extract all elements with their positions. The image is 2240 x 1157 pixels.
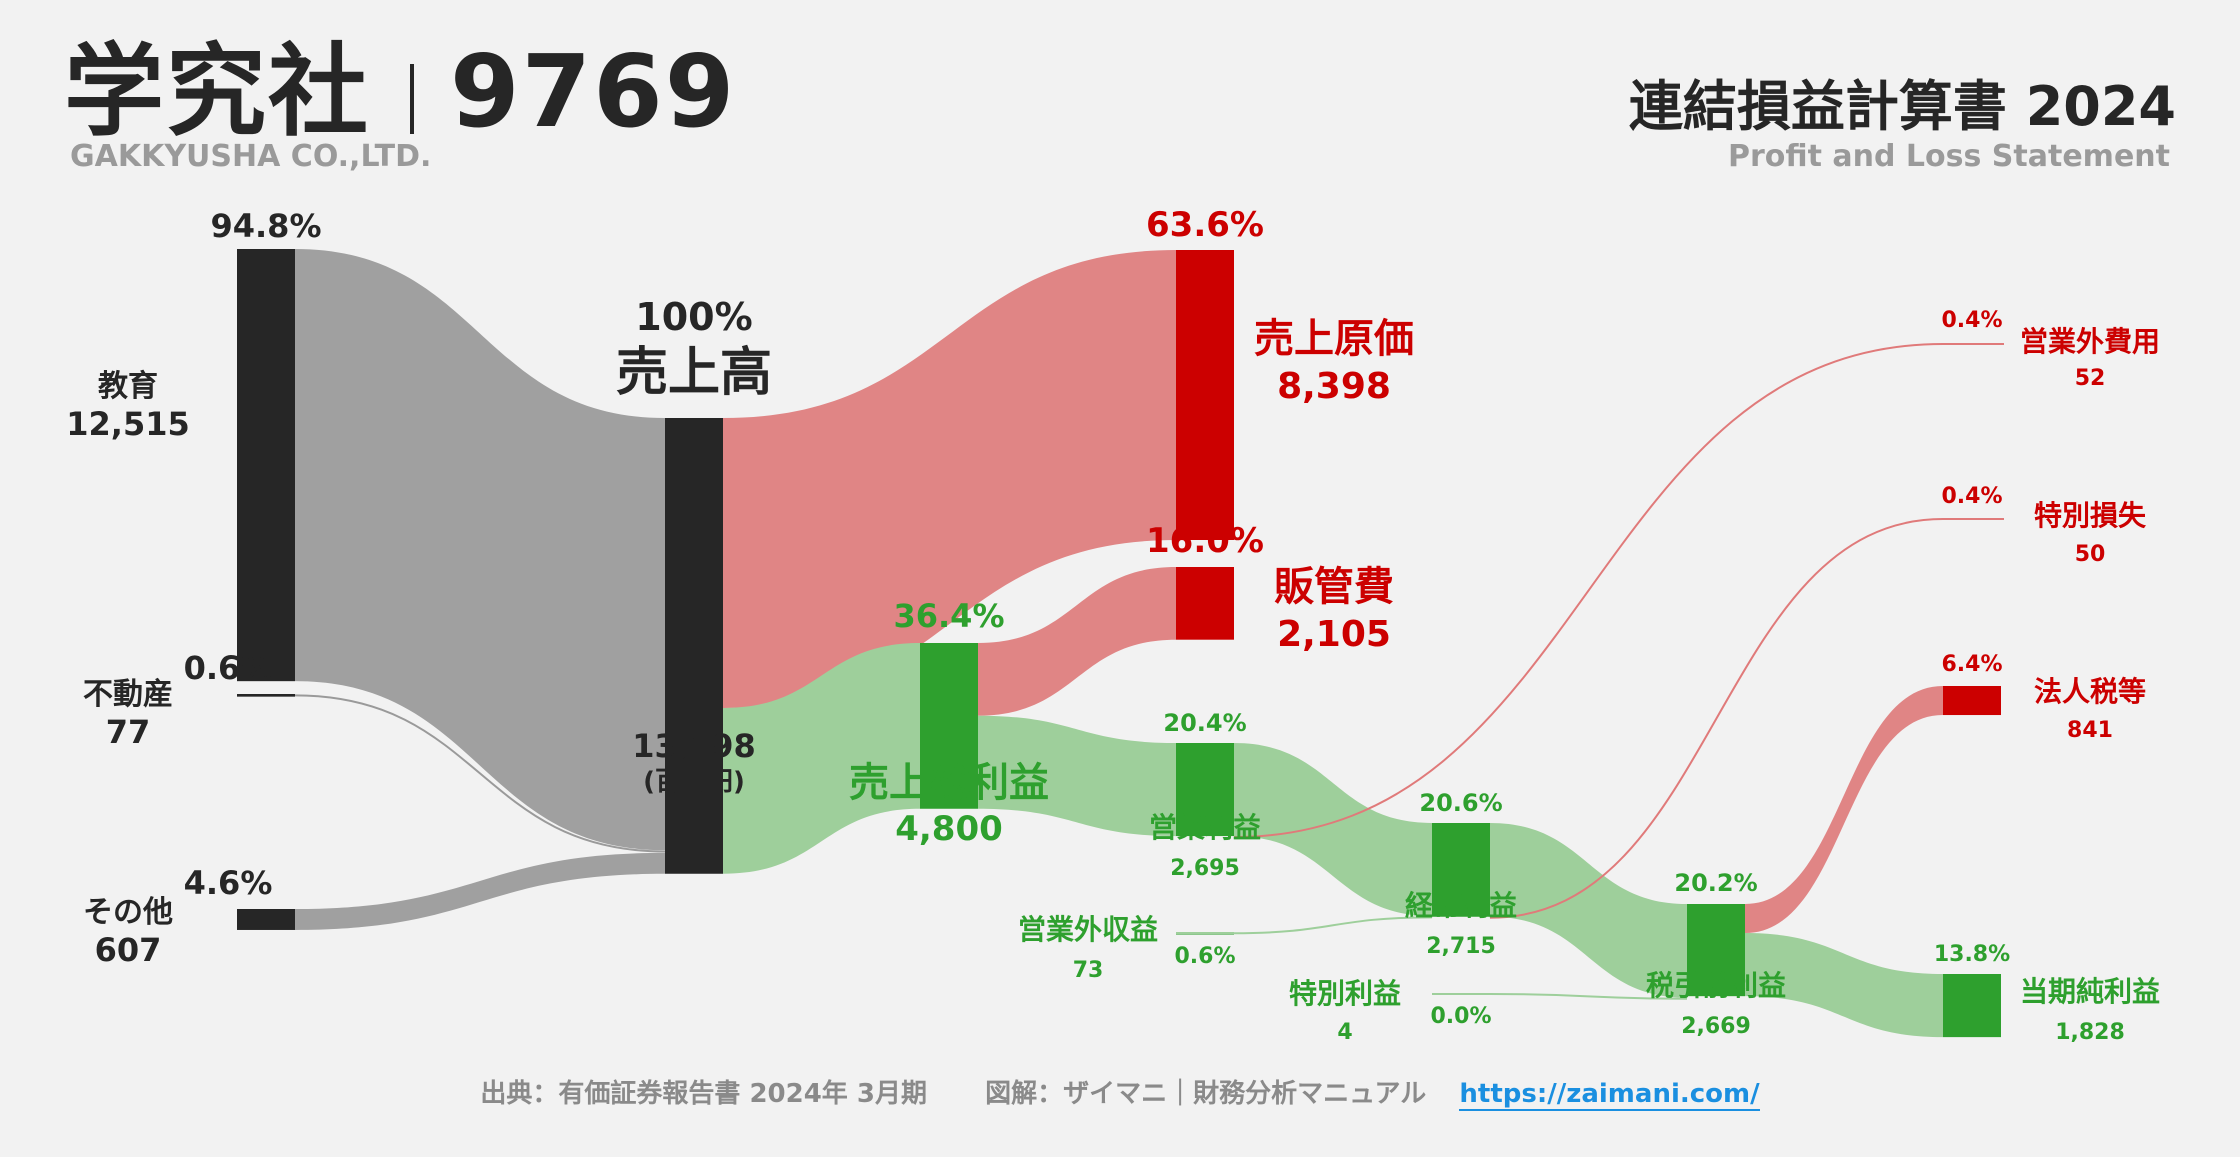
node-bar-realestate — [237, 694, 295, 697]
node-bar-cogs — [1176, 250, 1234, 540]
nonop_inc-value_text-label: 73 — [1072, 958, 1104, 983]
flow-gross-to-sga — [978, 567, 1176, 716]
sga-pct-label: 16.0% — [1146, 521, 1264, 561]
ext_loss-label-label: 特別損失 — [2033, 499, 2147, 532]
node-bar-ordinary — [1432, 823, 1490, 917]
pretax-value_text-label: 2,669 — [1681, 1014, 1751, 1039]
node-bar-sga — [1176, 567, 1234, 640]
nonop_exp-value_text-label: 52 — [2074, 366, 2106, 391]
realestate-value_text-label: 77 — [105, 713, 151, 751]
nonop_inc-pct-label: 0.6% — [1174, 944, 1236, 969]
footer-source: 出典：有価証券報告書 2024年 3月期 — [480, 1079, 927, 1109]
node-bar-tax — [1943, 686, 2001, 716]
pretax-label-label: 税引前利益 — [1645, 969, 1787, 1002]
node-bar-op — [1176, 743, 1234, 837]
node-bar-revenue — [665, 418, 723, 874]
nonop_exp-label-label: 営業外費用 — [2019, 325, 2161, 358]
edu-pct-label: 94.8% — [210, 207, 322, 245]
flow-revenue-to-gross — [723, 643, 920, 874]
pretax-pct-label: 20.2% — [1674, 869, 1758, 897]
company-name: 学究社 — [64, 33, 370, 150]
edu-label-label: 教育 — [98, 369, 158, 404]
flow-pretax-to-tax — [1745, 686, 1943, 934]
sga-label-label: 販管費 — [1274, 564, 1394, 610]
op-value_text-label: 2,695 — [1170, 856, 1240, 881]
node-bar-edu — [237, 249, 295, 682]
flow-edu-to-revenue — [295, 249, 665, 851]
tax-value_text-label: 841 — [2067, 718, 2113, 743]
flow-gross-to-op — [978, 715, 1176, 837]
flow-pretax-to-net — [1745, 933, 1943, 1038]
net-pct-label: 13.8% — [1933, 942, 2011, 967]
company-heading: 学究社 9769 — [64, 34, 736, 149]
ext_loss-value_text-label: 50 — [2074, 542, 2106, 567]
realestate-label-label: 不動産 — [83, 677, 173, 712]
ext_gain-pct-label: 0.0% — [1430, 1004, 1492, 1029]
other-value_text-label: 607 — [94, 931, 162, 969]
ordinary-pct-label: 20.6% — [1419, 789, 1503, 817]
flow-other-to-revenue — [295, 852, 665, 930]
cogs-label-label: 売上原価 — [1254, 316, 1414, 362]
nonop_inc-label-label: 営業外収益 — [1017, 913, 1159, 946]
other-pct-label: 4.6% — [183, 864, 273, 902]
net-value_text-label: 1,828 — [2055, 1020, 2125, 1045]
cogs-value_text-label: 8,398 — [1277, 366, 1391, 407]
node-bar-gross — [920, 643, 978, 809]
statement-subtitle: Profit and Loss Statement — [1727, 139, 2170, 174]
revenue-pct-label: 100% — [635, 295, 753, 339]
footer-link[interactable]: https://zaimani.com/ — [1459, 1079, 1760, 1111]
flow-op-to-ordinary — [1234, 743, 1432, 917]
ext_gain-label-label: 特別利益 — [1288, 977, 1402, 1010]
footer: 出典：有価証券報告書 2024年 3月期 図解：ザイマニ｜財務分析マニュアル h… — [0, 1079, 2240, 1111]
gross-label-label: 売上総利益 — [849, 760, 1049, 806]
tax-pct-label: 6.4% — [1941, 652, 2003, 677]
ordinary-label-label: 経常利益 — [1404, 889, 1518, 922]
flow-op-to-nonop_exp — [1233, 343, 1944, 839]
gross-pct-label: 36.4% — [893, 597, 1005, 635]
node-bar-other — [237, 909, 295, 930]
company-name-en: GAKKYUSHA CO.,LTD. — [70, 139, 432, 174]
title-separator — [410, 63, 414, 134]
revenue-value_text-label: 13,198 — [632, 727, 756, 765]
flow-nonop_inc-to-ordinary — [1233, 916, 1433, 935]
flow-ordinary-to-ext_loss — [1489, 518, 1944, 919]
other-label-label: その他 — [83, 895, 173, 930]
footer-credit: 図解：ザイマニ｜財務分析マニュアル — [985, 1079, 1427, 1109]
op-label-label: 営業利益 — [1148, 811, 1262, 844]
flow-ext_gain-to-pretax — [1489, 993, 1688, 1000]
ordinary-value_text-label: 2,715 — [1426, 934, 1496, 959]
net-label-label: 当期純利益 — [2019, 975, 2161, 1008]
gross-value_text-label: 4,800 — [895, 809, 1003, 849]
statement-title: 連結損益計算書 2024 — [1628, 75, 2176, 138]
nonop_exp-pct-label: 0.4% — [1941, 308, 2003, 333]
sga-value_text-label: 2,105 — [1277, 614, 1391, 655]
ext_loss-pct-label: 0.4% — [1941, 484, 2003, 509]
edu-value_text-label: 12,515 — [66, 405, 190, 443]
flow-revenue-to-cogs — [723, 250, 1176, 708]
tax-label-label: 法人税等 — [2033, 675, 2147, 708]
flow-realestate-to-revenue — [294, 694, 666, 853]
revenue-label-label: 売上高 — [615, 343, 773, 403]
ext_gain-value_text-label: 4 — [1337, 1020, 1353, 1045]
node-bar-pretax — [1687, 904, 1745, 997]
op-pct-label: 20.4% — [1163, 709, 1247, 737]
cogs-pct-label: 63.6% — [1146, 205, 1264, 245]
realestate-pct-label: 0.6% — [183, 649, 273, 687]
flow-ordinary-to-pretax — [1490, 823, 1687, 998]
ticker-code: 9769 — [450, 33, 737, 150]
unit-label: (百万円) — [643, 767, 745, 797]
node-bar-net — [1943, 974, 2001, 1038]
